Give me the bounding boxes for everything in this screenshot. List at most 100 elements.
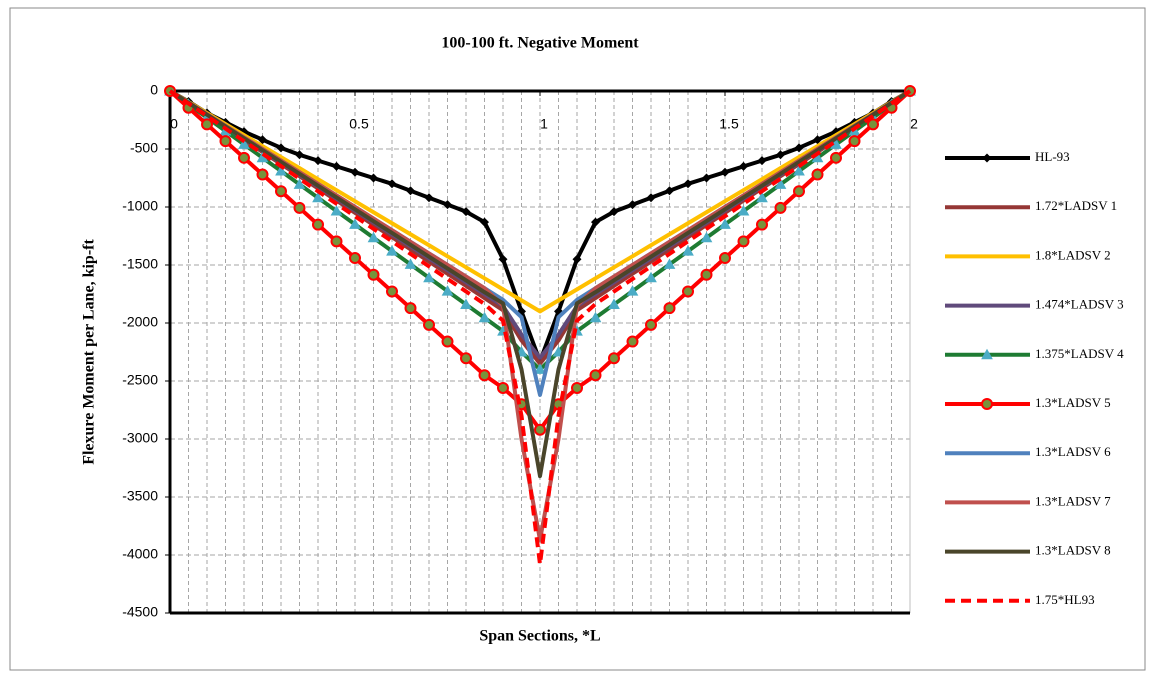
marker bbox=[609, 207, 619, 217]
marker bbox=[719, 252, 731, 265]
marker bbox=[774, 178, 787, 189]
marker bbox=[608, 352, 620, 365]
marker bbox=[350, 167, 360, 177]
marker bbox=[238, 151, 250, 164]
marker bbox=[981, 348, 993, 360]
marker bbox=[982, 153, 992, 163]
x-tick-label: 1.5 bbox=[719, 116, 739, 132]
chart-title: 100-100 ft. Negative Moment bbox=[441, 35, 639, 52]
x-axis-label: Span Sections, *L bbox=[479, 628, 600, 645]
marker bbox=[719, 218, 731, 229]
plot bbox=[164, 84, 916, 567]
marker bbox=[665, 186, 674, 196]
y-tick-label: -3000 bbox=[122, 430, 158, 446]
marker bbox=[608, 298, 620, 309]
y-tick-label: -4000 bbox=[122, 546, 158, 562]
marker bbox=[793, 165, 805, 176]
marker bbox=[443, 200, 452, 210]
marker bbox=[794, 143, 804, 153]
marker bbox=[478, 311, 491, 323]
marker bbox=[386, 245, 398, 256]
legend-label: 1.3*LADSV 7 bbox=[1035, 493, 1111, 508]
marker bbox=[367, 268, 380, 281]
y-tick-label: -3500 bbox=[122, 488, 158, 504]
marker bbox=[293, 178, 306, 189]
marker bbox=[404, 302, 417, 315]
marker bbox=[737, 205, 750, 216]
marker bbox=[756, 191, 768, 203]
marker bbox=[737, 235, 750, 248]
y-tick-label: -2500 bbox=[122, 372, 158, 388]
marker bbox=[424, 193, 434, 203]
marker bbox=[275, 165, 287, 176]
marker bbox=[256, 168, 269, 181]
marker bbox=[404, 258, 417, 269]
marker bbox=[793, 185, 805, 198]
series-line bbox=[168, 89, 912, 567]
marker bbox=[663, 302, 676, 315]
marker bbox=[646, 193, 656, 203]
marker bbox=[774, 201, 787, 214]
marker bbox=[201, 118, 213, 131]
legend-label: 1.375*LADSV 4 bbox=[1035, 346, 1124, 361]
marker bbox=[830, 151, 842, 164]
marker bbox=[423, 271, 435, 283]
marker bbox=[387, 179, 397, 189]
marker bbox=[534, 363, 546, 374]
marker bbox=[645, 318, 657, 331]
y-tick-label: -500 bbox=[130, 140, 158, 156]
marker bbox=[534, 423, 546, 436]
marker bbox=[591, 217, 600, 227]
y-tick-label: -1000 bbox=[122, 198, 158, 214]
y-tick-label: -2000 bbox=[122, 314, 158, 330]
marker bbox=[589, 369, 602, 382]
marker bbox=[258, 135, 267, 145]
y-axis-label: Flexure Moment per Lane, kip-ft bbox=[81, 239, 98, 465]
x-tick-label: 1 bbox=[540, 116, 548, 132]
marker bbox=[645, 271, 657, 283]
marker bbox=[811, 168, 824, 181]
marker bbox=[571, 381, 583, 394]
marker bbox=[330, 235, 343, 248]
marker bbox=[386, 285, 398, 298]
y-tick-label: -4500 bbox=[122, 604, 158, 620]
marker bbox=[626, 285, 639, 296]
legend-label: 1.8*LADSV 2 bbox=[1035, 247, 1111, 262]
marker bbox=[330, 205, 343, 216]
marker bbox=[628, 200, 637, 210]
legend-label: 1.3*LADSV 8 bbox=[1035, 543, 1111, 558]
marker bbox=[441, 285, 454, 296]
marker bbox=[406, 186, 415, 196]
marker bbox=[497, 381, 509, 394]
marker bbox=[219, 135, 232, 148]
series-line bbox=[168, 89, 912, 314]
marker bbox=[460, 352, 472, 365]
x-tick-label: 0 bbox=[170, 116, 178, 132]
marker bbox=[275, 185, 287, 198]
y-tick-label: -1500 bbox=[122, 256, 158, 272]
legend-label: 1.474*LADSV 3 bbox=[1035, 297, 1124, 312]
legend-label: HL-93 bbox=[1035, 149, 1070, 164]
marker bbox=[312, 191, 324, 203]
marker bbox=[312, 218, 324, 231]
legend: HL-93 1.72*LADSV 1 1.8*LADSV 2 1.474*LADSV … bbox=[945, 149, 1124, 607]
series-line bbox=[168, 89, 912, 479]
marker bbox=[461, 207, 471, 217]
marker bbox=[367, 231, 380, 243]
legend-label: 1.3*LADSV 6 bbox=[1035, 444, 1111, 459]
marker bbox=[682, 245, 694, 256]
legend-label: 1.72*LADSV 1 bbox=[1035, 198, 1117, 213]
marker bbox=[349, 252, 361, 265]
marker bbox=[702, 173, 711, 183]
legend-label: 1.3*LADSV 5 bbox=[1035, 395, 1111, 410]
marker bbox=[739, 161, 748, 171]
marker bbox=[683, 179, 693, 189]
marker bbox=[423, 318, 435, 331]
marker bbox=[757, 156, 767, 166]
marker bbox=[682, 285, 694, 298]
marker bbox=[813, 135, 822, 145]
legend-label: 1.75*HL93 bbox=[1035, 592, 1095, 607]
marker bbox=[776, 150, 785, 160]
